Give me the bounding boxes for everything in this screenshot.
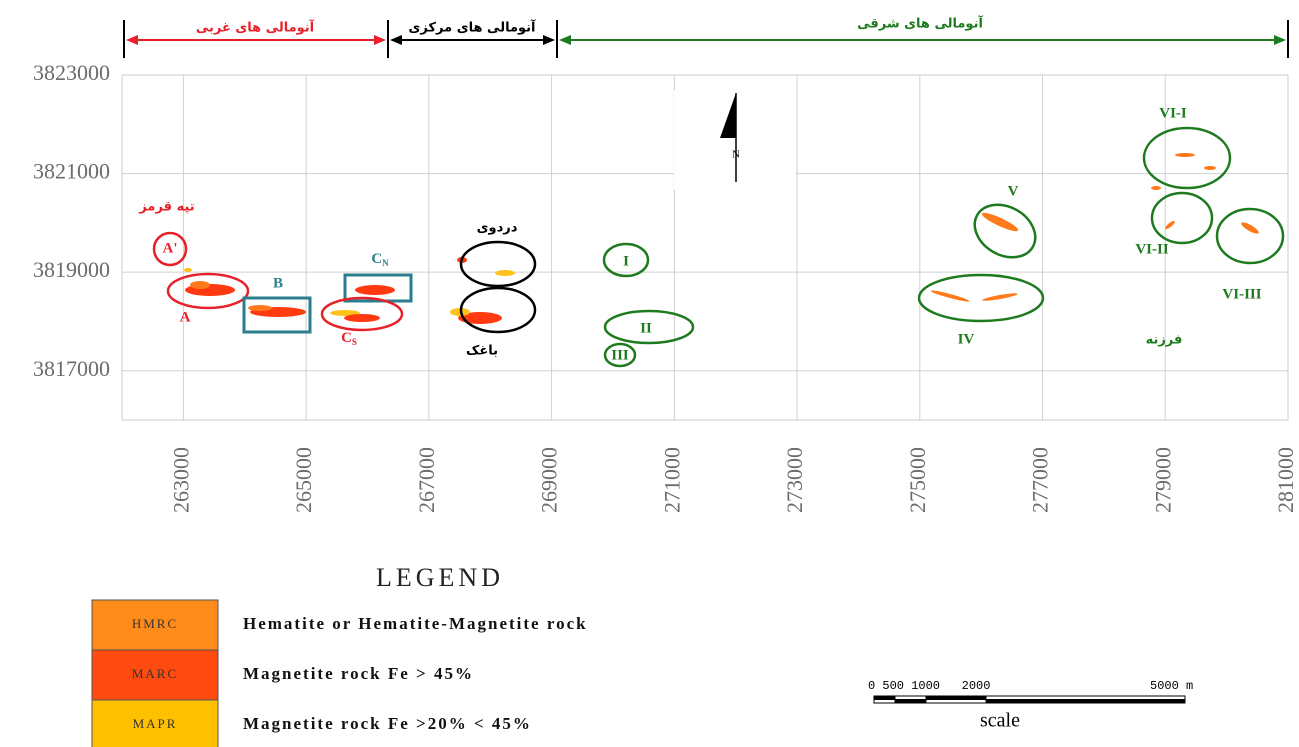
label-sub: N [382,258,389,268]
x-tick-label: 279000 [1150,447,1175,513]
x-tick-label: 267000 [414,447,439,513]
legend-title: LEGEND [376,563,504,592]
anomaly-label: VI-I [1159,105,1187,121]
locality-label: باغک [466,344,498,359]
label-sub: S [352,337,357,347]
anomaly-label: V [1008,183,1019,199]
legend: HMRC Hematite or Hematite-Magnetite rock M… [91,599,588,747]
anomaly-label: VI-III [1222,286,1261,302]
legend-text: Magnetite rock Fe >20% < 45% [243,714,532,733]
legend-code: MARC [132,666,178,681]
scale-label: 0 500 1000 2000 [868,679,990,693]
anomaly-label: I [623,253,629,269]
y-tick-label: 3817000 [33,356,110,381]
y-tick-label: 3819000 [33,257,110,282]
x-tick-label: 277000 [1028,447,1053,513]
anomaly-label: III [611,347,629,363]
anomaly-label: CS [341,330,357,347]
plot-frame [121,74,1289,421]
locality-label: تپه قرمز [138,200,194,215]
x-tick-label: 269000 [537,447,562,513]
legend-text: Hematite or Hematite-Magnetite rock [243,614,588,633]
anomaly-label: B [273,275,283,291]
anomaly-outlines [152,126,1285,368]
header-east: آنومالی های شرقی [857,15,983,32]
legend-swatch [91,649,219,701]
x-tick-label: 275000 [905,447,930,513]
scale-label: 5000 m [1150,679,1193,693]
anomaly-label: A' [163,240,178,256]
north-label: N [732,149,740,161]
anomaly-label: II [640,320,652,336]
legend-code: MAPR [133,716,178,731]
legend-swatch [91,599,219,651]
scale-title: scale [980,710,1020,732]
y-tick-label: 3823000 [33,60,110,85]
header-bars [123,20,1289,58]
x-tick-label: 265000 [291,447,316,513]
legend-text: Magnetite rock Fe > 45% [243,664,474,683]
anomaly-label: A [180,309,191,325]
x-tick-label: 281000 [1273,447,1298,513]
tick-labels: 263000 265000 267000 269000 271000 273000 2750… [33,60,1298,513]
anomaly-label: IV [958,331,975,347]
legend-code: HMRC [132,616,178,631]
x-tick-label: 263000 [168,447,193,513]
locality-label: فرزنه [1146,333,1183,348]
anomaly-label: CN [371,251,389,268]
label-main: C [371,251,382,267]
locality-label: دردوی [477,221,518,236]
x-tick-label: 273000 [782,447,807,513]
label-main: C [341,330,352,346]
y-tick-label: 3821000 [33,159,110,184]
header-west: آنومالی های غربی [196,19,315,36]
scale-bar [873,695,1186,704]
x-tick-label: 271000 [659,447,684,513]
anomaly-label: VI-II [1135,241,1169,257]
legend-swatch [91,699,219,747]
mineral-blobs [184,153,1259,324]
header-central: آنومالی های مرکزی [408,19,536,36]
north-arrow [720,93,737,182]
